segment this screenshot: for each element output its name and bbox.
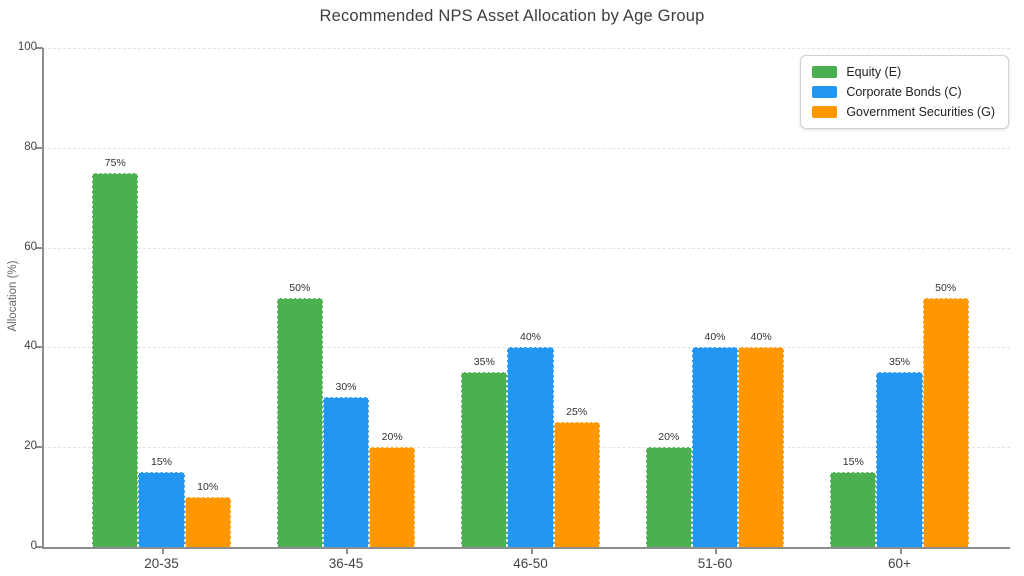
legend-label: Government Securities (G) [846,105,995,119]
bar [738,347,785,547]
legend-swatch [812,86,838,98]
bar [507,347,554,547]
x-tick-label: 60+ [888,556,911,571]
legend: Equity (E) Corporate Bonds (C) Government … [800,55,1009,129]
y-tick-label: 20 [24,440,37,453]
gridline [43,247,1010,249]
bar [138,472,185,547]
bar [276,297,323,547]
x-tick [715,548,717,554]
bar-value-label: 35% [888,356,910,369]
bar-value-label: 20% [658,431,680,444]
bar [830,472,877,547]
bar [461,372,508,547]
y-tick [36,546,43,548]
bar-value-label: 25% [566,406,588,419]
bar-value-label: 30% [335,381,357,394]
bar [691,347,739,547]
bar [876,372,923,547]
x-tick [530,548,533,554]
chart-title: Recommended NPS Asset Allocation by Age … [319,7,705,25]
legend-label: Corporate Bonds (C) [846,85,962,99]
bar [92,172,139,547]
x-axis-line [42,547,1010,549]
legend-swatch [812,66,838,78]
bar-value-label: 40% [750,331,772,344]
bar-value-label: 40% [704,331,726,344]
bar-value-label: 40% [519,331,541,344]
bar-value-label: 75% [104,156,126,169]
bar [922,297,969,547]
y-tick [36,446,43,449]
gridline [43,48,1010,49]
x-tick [899,548,902,554]
gridline [43,147,1010,149]
y-tick-label: 100 [17,41,37,53]
bar-value-label: 15% [842,456,864,469]
x-tick-label: 20-35 [144,556,179,571]
x-tick [346,548,348,554]
y-tick-label: 40 [24,340,37,353]
bar-value-label: 35% [473,356,495,369]
bar [645,447,692,547]
bar [369,447,416,547]
bar [322,397,370,547]
bar [553,422,600,547]
y-axis-line [42,48,44,547]
legend-item: Government Securities (G) [812,105,995,119]
x-tick-label: 36-45 [328,556,364,571]
bar-value-label: 50% [289,281,311,294]
legend-item: Equity (E) [812,65,995,79]
y-tick-label: 60 [24,240,37,253]
y-tick-label: 0 [30,540,37,552]
x-tick [161,548,164,554]
bar-value-label: 20% [381,431,403,444]
bar [184,497,231,547]
y-tick [36,346,43,349]
y-tick-label: 80 [24,140,37,153]
y-tick [36,47,43,49]
x-tick-label: 51-60 [697,556,733,571]
legend-label: Equity (E) [846,65,902,79]
bar-value-label: 15% [150,456,172,469]
y-tick [36,146,43,149]
legend-swatch [812,106,838,118]
bar-value-label: 50% [935,281,957,294]
x-tick-label: 46-50 [513,556,548,571]
bar-value-label: 10% [197,481,219,494]
legend-item: Corporate Bonds (C) [812,85,995,99]
y-tick [36,246,43,249]
